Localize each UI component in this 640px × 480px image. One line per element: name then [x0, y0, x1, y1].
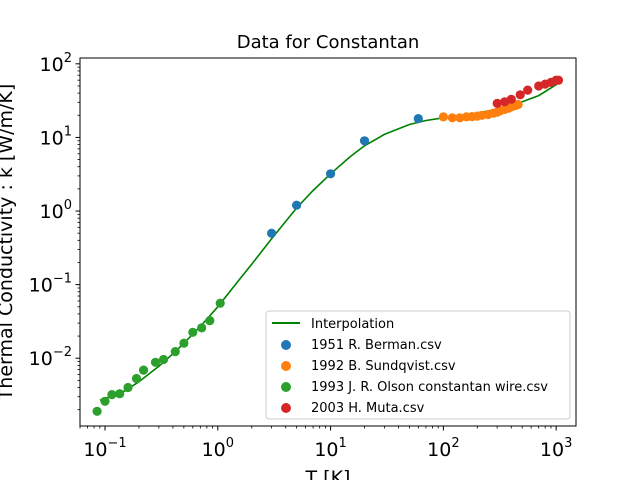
- data-point-series-2: [179, 338, 189, 348]
- data-point-series-2: [188, 327, 198, 337]
- legend-marker-olson: [281, 382, 291, 392]
- data-point-series-2: [170, 347, 180, 357]
- x-tick-label: 101: [314, 436, 346, 461]
- legend-label-berman: 1951 R. Berman.csv: [311, 338, 442, 353]
- legend: Interpolation 1951 R. Berman.csv 1992 B.…: [265, 310, 571, 420]
- data-point-series-0: [359, 136, 370, 146]
- legend-frame: [265, 310, 571, 420]
- data-point-series-2: [150, 357, 161, 367]
- legend-label-muta: 2003 H. Muta.csv: [311, 401, 425, 416]
- data-point-series-2: [205, 316, 215, 326]
- data-point-series-1: [438, 112, 448, 122]
- data-point-series-2: [215, 298, 225, 308]
- y-tick-label: 10−2: [29, 345, 72, 370]
- x-tick-label: 103: [540, 436, 572, 461]
- data-point-series-2: [131, 373, 142, 384]
- x-tick-label: 10−1: [83, 436, 126, 461]
- data-point-series-0: [292, 200, 302, 210]
- legend-marker-muta: [281, 403, 291, 413]
- data-point-series-2: [115, 389, 125, 399]
- legend-marker-sundqvist: [281, 361, 291, 371]
- data-point-series-2: [197, 323, 207, 333]
- data-point-series-1: [513, 99, 523, 110]
- y-tick-label: 101: [40, 124, 72, 149]
- y-tick-label: 100: [40, 198, 72, 223]
- data-point-series-0: [326, 169, 336, 179]
- data-point-series-3: [523, 85, 533, 95]
- data-point-series-2: [100, 396, 110, 406]
- y-tick-label: 10−1: [29, 272, 72, 297]
- data-point-series-2: [123, 382, 133, 393]
- y-axis-label: Thermal Conductivity : k [W/m/K]: [0, 84, 17, 402]
- axes-frame: [79, 57, 577, 427]
- y-tick-label: 102: [40, 51, 72, 76]
- data-point-series-0: [267, 228, 277, 238]
- plot-area: [79, 57, 577, 427]
- chart-title: Data for Constantan: [237, 32, 420, 53]
- legend-marker-berman: [281, 340, 291, 350]
- x-axis-label: T [K]: [305, 467, 351, 480]
- data-point-series-3: [506, 94, 516, 104]
- legend-label-olson: 1993 J. R. Olson constantan wire.csv: [311, 380, 548, 395]
- y-axis-ticks: 10−2 10−1 100 101 102: [29, 51, 80, 411]
- x-axis-ticks: 10−1 100 101 102 103: [79, 426, 572, 461]
- data-point-series-2: [107, 390, 117, 400]
- data-point-series-3: [492, 98, 502, 108]
- x-tick-label: 100: [202, 436, 234, 461]
- legend-label-sundqvist: 1992 B. Sundqvist.csv: [311, 359, 456, 374]
- data-point-series-2: [92, 406, 102, 416]
- data-point-series-2: [158, 354, 169, 365]
- data-point-series-0: [413, 114, 423, 124]
- data-point-series-2: [139, 365, 149, 375]
- x-tick-label: 102: [427, 436, 459, 461]
- data-point-series-3: [515, 90, 525, 100]
- data-point-series-1: [447, 113, 457, 123]
- data-point-series-3: [553, 75, 564, 85]
- legend-label-interpolation: Interpolation: [311, 317, 394, 332]
